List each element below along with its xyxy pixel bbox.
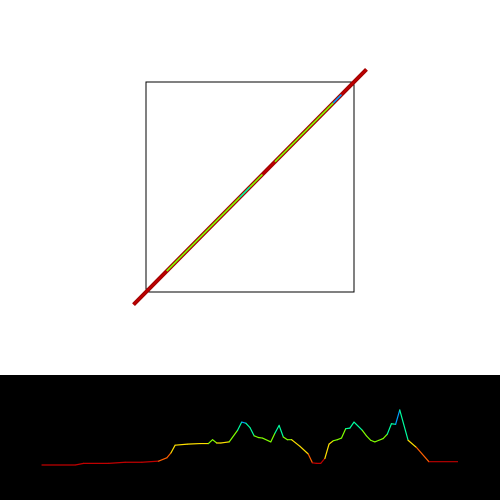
profile-segment-6 (157, 457, 168, 462)
diagonal-band-0 (132, 270, 168, 306)
profile-panel (0, 375, 500, 500)
plot-frame (145, 81, 355, 293)
profile-segment-32 (307, 453, 313, 464)
bottom-chart (0, 375, 500, 500)
top-chart (132, 67, 368, 307)
profile-segment-12 (207, 439, 214, 445)
profile-segment-9 (174, 443, 189, 446)
profile-segment-15 (220, 441, 226, 444)
profile-segment-38 (332, 439, 338, 442)
diagonal-band-2 (239, 186, 251, 199)
profile-segment-54 (407, 439, 417, 448)
profile-segment-27 (278, 424, 284, 438)
profile-segment-41 (345, 427, 351, 430)
profile-segment-20 (245, 422, 251, 429)
profile-segment-8 (170, 444, 176, 454)
profile-segment-37 (328, 440, 334, 445)
profile-segment-5 (141, 460, 160, 463)
profile-segment-49 (382, 433, 388, 440)
profile-segment-51 (390, 423, 397, 425)
profile-segment-35 (320, 457, 326, 464)
profile-segment-26 (274, 424, 280, 434)
profile-segment-24 (261, 437, 272, 443)
profile-segment-45 (365, 435, 372, 441)
diagonal-band-1 (166, 196, 241, 272)
profile-segment-16 (224, 441, 230, 444)
profile-segment-52 (395, 409, 401, 425)
profile-segment-53 (399, 409, 409, 441)
profile-segment-19 (241, 421, 247, 424)
profile-segment-28 (282, 436, 289, 441)
profile-segment-25 (270, 432, 276, 443)
profile-segment-33 (311, 462, 318, 464)
profile-segment-30 (291, 439, 301, 447)
profile-segment-46 (370, 439, 376, 443)
profile-segment-13 (211, 439, 218, 444)
profile-segment-42 (349, 421, 355, 429)
diagonal-band-4 (261, 161, 276, 175)
profile-segment-40 (340, 428, 347, 439)
profile-segment-36 (324, 443, 330, 459)
profile-segment-43 (353, 421, 363, 431)
profile-segment-17 (228, 429, 239, 443)
diagonal-band-6 (332, 94, 343, 104)
profile-segment-47 (374, 439, 380, 443)
profile-segment-55 (415, 446, 430, 463)
profile-segment-22 (253, 435, 259, 439)
profile-segment-7 (166, 452, 172, 459)
profile-segment-10 (187, 442, 201, 445)
profile-segment-44 (361, 429, 368, 437)
profile-segment-18 (236, 421, 243, 431)
profile-segment-21 (249, 427, 255, 437)
diagonal-band-5 (274, 102, 334, 163)
profile-segment-3 (107, 461, 126, 464)
profile-segment-48 (378, 438, 384, 441)
profile-segment-31 (299, 445, 309, 455)
diagonal-band-3 (249, 173, 264, 188)
profile-segment-23 (257, 436, 264, 439)
profile-segment-1 (74, 462, 85, 466)
profile-segment-50 (386, 423, 393, 435)
profile-segment-39 (336, 437, 343, 441)
diagonal-band-7 (340, 68, 368, 96)
